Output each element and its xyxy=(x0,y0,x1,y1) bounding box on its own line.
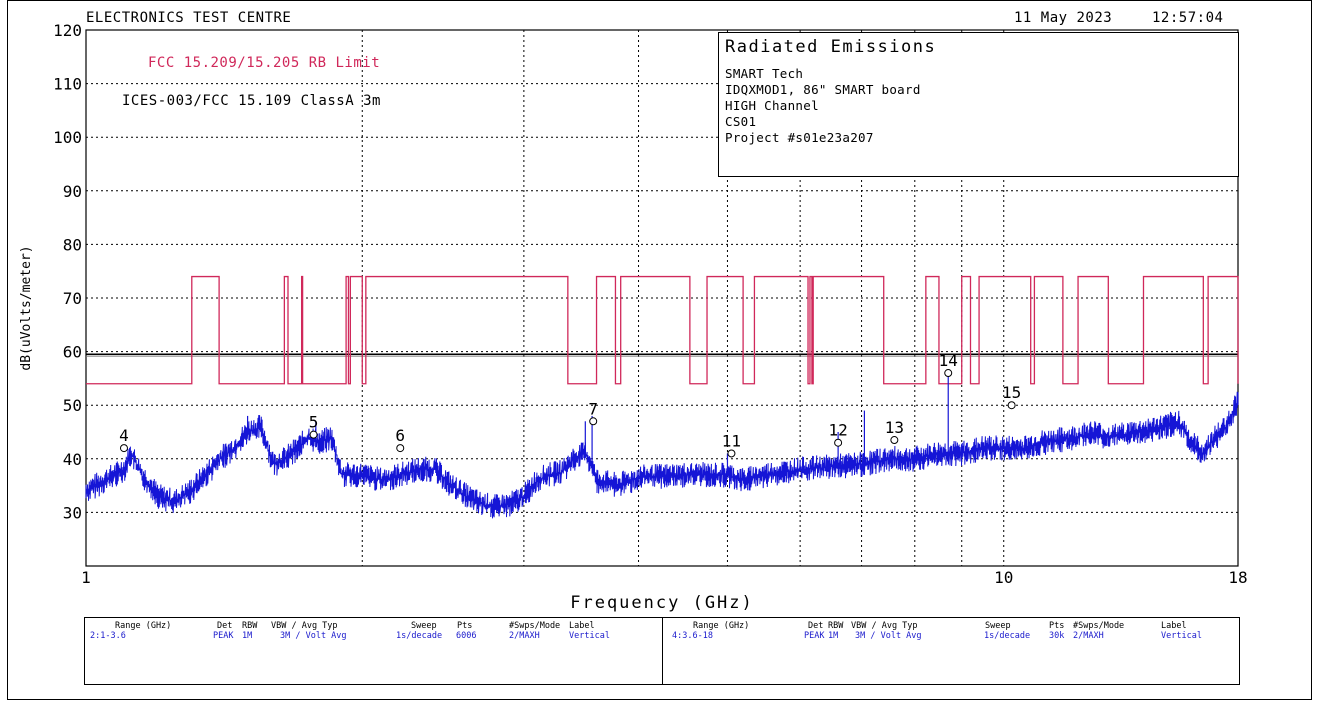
hdr-range: Range (GHz) xyxy=(693,621,750,631)
info-line-project: Project #s01e23a207 xyxy=(725,130,874,145)
sweep-range-1: Range (GHz) Det RBW VBW / Avg Typ Sweep … xyxy=(85,618,662,684)
marker-4-label: 4 xyxy=(119,426,129,445)
marker-6-circle xyxy=(396,444,405,453)
classa-limit-legend: ICES-003/FCC 15.109 ClassA 3m xyxy=(122,93,381,109)
val-swps: 2/MAXH xyxy=(509,631,540,641)
val-pts: 30k xyxy=(1049,631,1065,641)
y-axis-title: dB(uVolts/meter) xyxy=(19,245,34,370)
lab-name: ELECTRONICS TEST CENTRE xyxy=(86,10,292,26)
hdr-label: Label xyxy=(1161,621,1187,631)
y-tick-label: 50 xyxy=(63,396,82,415)
y-tick-label: 90 xyxy=(63,182,82,201)
marker-5-circle xyxy=(309,430,318,439)
rb-limit-legend: FCC 15.209/15.205 RB Limit xyxy=(148,55,381,71)
info-line-model: IDQXMOD1, 86" SMART board xyxy=(725,82,921,97)
marker-7-circle xyxy=(589,417,598,426)
val-det: PEAK xyxy=(213,631,234,641)
marker-4-circle xyxy=(119,444,128,453)
val-rbw: 1M xyxy=(242,631,253,641)
y-tick-label: 100 xyxy=(53,128,82,147)
marker-15-circle xyxy=(1007,401,1016,410)
val-vbw: 3M / Volt Avg xyxy=(280,631,347,641)
hdr-swps: #Swps/Mode xyxy=(509,621,561,631)
marker-7-label: 7 xyxy=(588,399,598,418)
info-line-config: CS01 xyxy=(725,114,757,129)
hdr-vbw: VBW / Avg Typ xyxy=(851,621,918,631)
val-rbw: 1M xyxy=(828,631,839,641)
y-tick-label: 120 xyxy=(53,21,82,40)
measurement-trace xyxy=(85,391,1239,519)
x-tick-label: 1 xyxy=(81,568,91,587)
page-frame xyxy=(7,0,1312,700)
marker-14-circle xyxy=(944,369,953,378)
info-title: Radiated Emissions xyxy=(725,37,937,57)
marker-13-label: 13 xyxy=(885,418,904,437)
info-line-client: SMART Tech xyxy=(725,66,804,81)
test-info-box: Radiated Emissions SMART Tech IDQXMOD1, … xyxy=(718,32,1239,177)
sweep-range-2: Range (GHz) Det RBW VBW / Avg Typ Sweep … xyxy=(663,618,1239,684)
val-swps: 2/MAXH xyxy=(1073,631,1104,641)
val-range: 4:3.6-18 xyxy=(672,631,713,641)
y-tick-label: 40 xyxy=(63,450,82,469)
report-time: 12:57:04 xyxy=(1152,10,1224,26)
rb-limit-line xyxy=(86,275,1239,385)
x-axis-title: Frequency (GHz) xyxy=(570,593,754,613)
y-tick-label: 60 xyxy=(63,343,82,362)
sweep-settings-table: Range (GHz) Det RBW VBW / Avg Typ Sweep … xyxy=(84,617,1240,685)
report-date: 11 May 2023 xyxy=(1014,10,1113,26)
marker-12-circle xyxy=(834,438,843,447)
val-range: 2:1-3.6 xyxy=(90,631,126,641)
marker-11-label: 11 xyxy=(722,431,741,450)
y-tick-label: 110 xyxy=(53,75,82,94)
marker-11-circle xyxy=(727,449,736,458)
val-sweep: 1s/decade xyxy=(396,631,443,641)
hdr-det: Det xyxy=(808,621,824,631)
hdr-label: Label xyxy=(569,621,595,631)
marker-14-label: 14 xyxy=(939,351,958,370)
val-sweep: 1s/decade xyxy=(984,631,1031,641)
hdr-sweep: Sweep xyxy=(985,621,1011,631)
val-det: PEAK xyxy=(804,631,825,641)
x-tick-label: 10 xyxy=(994,568,1013,587)
hdr-pts: Pts xyxy=(457,621,473,631)
hdr-rbw: RBW xyxy=(242,621,258,631)
y-tick-label: 70 xyxy=(63,289,82,308)
info-line-channel: HIGH Channel xyxy=(725,98,819,113)
table-divider xyxy=(662,618,663,684)
hdr-rbw: RBW xyxy=(828,621,844,631)
y-tick-label: 80 xyxy=(63,235,82,254)
hdr-sweep: Sweep xyxy=(411,621,437,631)
val-vbw: 3M / Volt Avg xyxy=(855,631,922,641)
hdr-swps: #Swps/Mode xyxy=(1073,621,1125,631)
x-tick-label: 18 xyxy=(1228,568,1247,587)
hdr-range: Range (GHz) xyxy=(115,621,172,631)
y-tick-label: 30 xyxy=(63,503,82,522)
val-label: Vertical xyxy=(1161,631,1202,641)
val-pts: 6006 xyxy=(456,631,477,641)
marker-13-circle xyxy=(890,436,899,445)
hdr-det: Det xyxy=(217,621,233,631)
val-label: Vertical xyxy=(569,631,610,641)
marker-12-label: 12 xyxy=(828,421,847,440)
marker-15-label: 15 xyxy=(1002,383,1021,402)
marker-5-label: 5 xyxy=(309,413,319,432)
hdr-vbw: VBW / Avg Typ xyxy=(271,621,338,631)
hdr-pts: Pts xyxy=(1049,621,1065,631)
marker-6-label: 6 xyxy=(395,426,405,445)
